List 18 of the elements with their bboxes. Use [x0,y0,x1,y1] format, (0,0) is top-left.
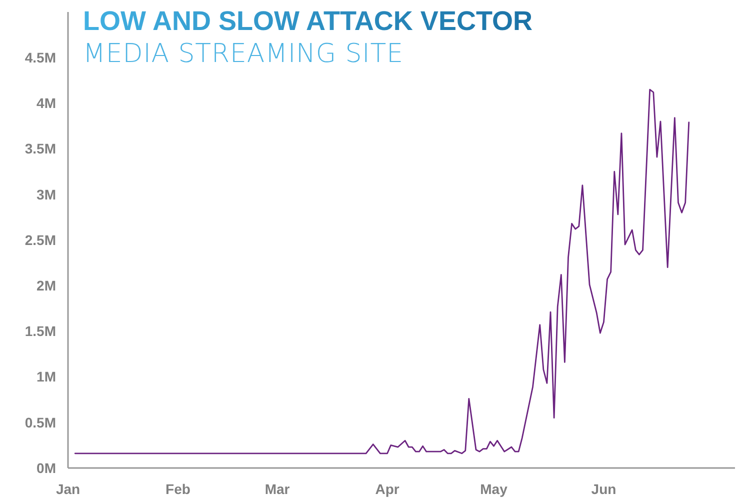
y-tick-label: 2.5M [24,232,56,248]
y-tick-label: 3M [36,186,56,202]
y-tick-label: 4.5M [24,50,56,66]
text: MEDIA STREAMING SITE [83,39,403,69]
y-tick-label: 0.5M [24,414,56,430]
y-tick-label: 1M [36,368,56,385]
y-tick-label: 1.5M [24,323,56,340]
x-tick-label: Apr [375,481,400,497]
chart-title: LOW AND SLOW ATTACK VECTOR [83,6,532,36]
y-tick-label: 2M [36,278,56,294]
x-tick-label: Mar [264,481,290,497]
x-tick-label: May [480,481,508,497]
x-tick-label: Jun [591,481,616,497]
x-tick-label: Feb [166,481,190,497]
y-tick-label: 0M [36,460,56,476]
y-tick-label: 4M [36,95,56,112]
x-tick-label: Jan [56,481,80,497]
y-tick-label: 3.5M [24,140,56,157]
